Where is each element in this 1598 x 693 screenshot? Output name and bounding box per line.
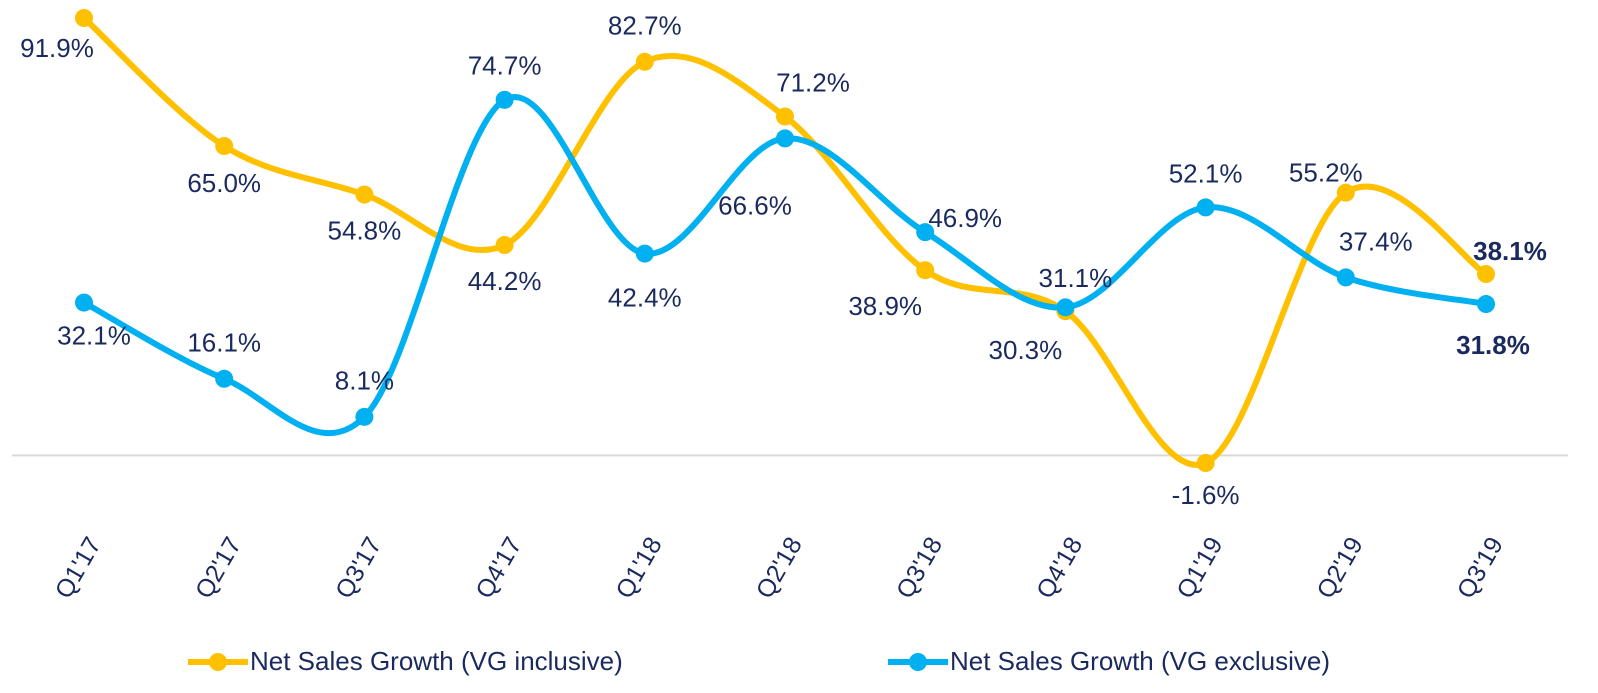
point: [1336, 268, 1355, 287]
data-label: 16.1%: [187, 328, 261, 358]
data-label: 38.9%: [848, 291, 922, 321]
series-line: [81, 15, 1489, 468]
point: [1477, 295, 1495, 314]
legend-item: Net Sales Growth (VG exclusive): [888, 646, 1330, 676]
data-label: 66.6%: [718, 190, 792, 220]
x-tick-label: Q2'17: [190, 532, 247, 603]
point: [355, 407, 374, 426]
data-label: 91.9%: [20, 33, 94, 63]
point: [635, 52, 654, 71]
point: [75, 293, 93, 312]
legend-marker: [209, 653, 227, 671]
legend-label: Net Sales Growth (VG inclusive): [250, 646, 623, 676]
x-tick-label: Q1'17: [50, 532, 107, 603]
data-label: 30.3%: [989, 335, 1063, 365]
data-label: 55.2%: [1289, 158, 1363, 188]
point: [355, 185, 374, 204]
data-label: 44.2%: [468, 266, 542, 296]
legend-item: Net Sales Growth (VG inclusive): [188, 646, 623, 676]
data-label: 32.1%: [57, 320, 131, 350]
point: [75, 9, 93, 27]
data-label: 54.8%: [328, 215, 402, 245]
point: [1336, 183, 1355, 202]
point: [495, 90, 514, 109]
point: [1196, 198, 1215, 217]
point: [1056, 298, 1075, 317]
point: [776, 107, 794, 126]
point: [776, 129, 794, 148]
data-label: 8.1%: [335, 366, 394, 396]
point: [215, 137, 234, 156]
x-tick-label: Q4'18: [1031, 532, 1088, 603]
point: [215, 369, 234, 388]
legend-marker: [909, 653, 927, 671]
legend-label: Net Sales Growth (VG exclusive): [950, 646, 1330, 676]
point: [635, 244, 654, 263]
data-label: 37.4%: [1339, 226, 1413, 256]
point: [1477, 265, 1495, 284]
x-tick-label: Q2'19: [1312, 532, 1369, 603]
data-label: 74.7%: [468, 51, 542, 81]
data-label: 42.4%: [608, 282, 682, 312]
data-label: 38.1%: [1473, 236, 1547, 266]
data-label: 52.1%: [1169, 158, 1243, 188]
data-label: 82.7%: [608, 11, 682, 41]
data-label: 31.1%: [1039, 263, 1113, 293]
x-tick-label: Q3'19: [1452, 532, 1509, 603]
data-label: 65.0%: [187, 168, 261, 198]
x-tick-label: Q4'17: [470, 532, 527, 603]
point: [495, 236, 514, 255]
data-label: -1.6%: [1172, 480, 1240, 510]
x-tick-label: Q3'18: [891, 532, 948, 603]
x-tick-label: Q3'17: [330, 532, 387, 603]
x-tick-label: Q1'18: [611, 532, 668, 603]
x-tick-label: Q2'18: [751, 532, 808, 603]
x-tick-label: Q1'19: [1171, 532, 1228, 603]
point: [1196, 454, 1215, 472]
data-label: 46.9%: [928, 203, 1002, 233]
point: [916, 223, 935, 242]
data-label: 31.8%: [1456, 330, 1530, 360]
point: [916, 261, 935, 280]
data-label: 71.2%: [776, 67, 850, 97]
